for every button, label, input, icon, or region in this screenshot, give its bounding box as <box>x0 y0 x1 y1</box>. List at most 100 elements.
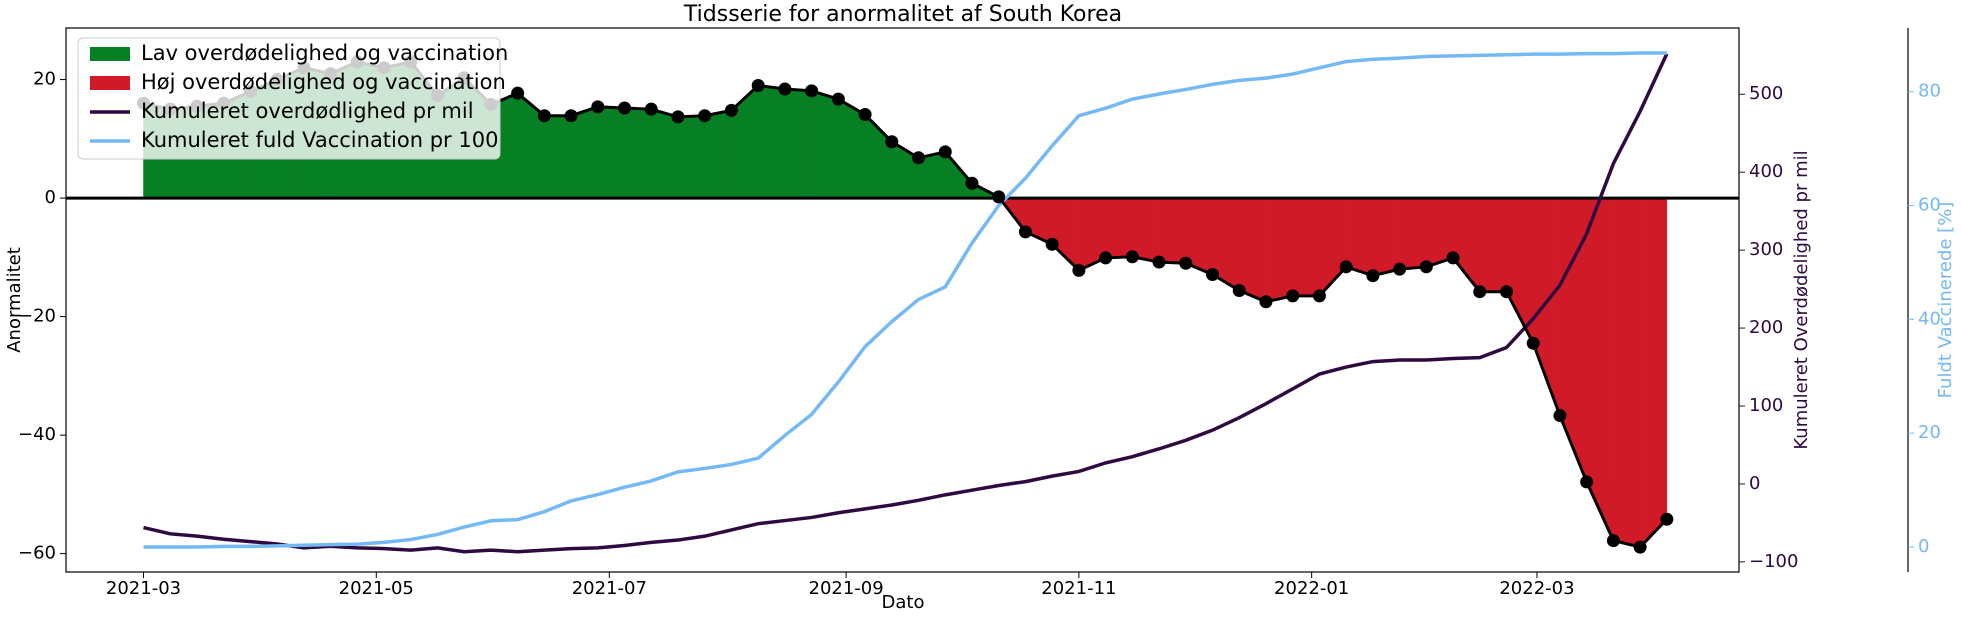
area-segment <box>597 106 625 199</box>
area-segment <box>704 110 732 199</box>
area-segment <box>811 90 839 199</box>
anomaly-point <box>831 92 845 106</box>
anomaly-point <box>1072 263 1086 277</box>
anomaly-point <box>644 102 658 116</box>
y3-tick-label: 0 <box>1918 536 1929 557</box>
anomaly-point <box>1125 250 1139 264</box>
legend-label: Lav overdødelighed og vaccination <box>141 41 508 65</box>
x-tick-label: 2021-07 <box>572 578 647 599</box>
anomaly-point <box>591 100 605 114</box>
area-segment <box>1399 197 1427 270</box>
y-tick-label: 20 <box>33 69 56 90</box>
y2-tick-label: 100 <box>1749 395 1783 416</box>
y3-axis-label: Fuldt Vaccinerede [%] <box>1935 202 1956 399</box>
y-tick-label: −20 <box>18 306 56 327</box>
anomaly-point <box>1259 295 1273 309</box>
series-line <box>143 52 1669 554</box>
legend-box <box>77 37 501 160</box>
anomaly-point <box>1446 251 1460 265</box>
area-segment <box>1158 197 1187 264</box>
anomaly-point <box>671 110 685 124</box>
x-tick-label: 2021-09 <box>809 578 884 599</box>
area-segment <box>1105 197 1133 259</box>
anomaly-point <box>1206 268 1220 282</box>
anomaly-point <box>511 86 525 100</box>
x-tick-label: 2021-11 <box>1041 578 1116 599</box>
anomaly-point <box>1633 540 1647 554</box>
anomaly-point <box>938 145 952 159</box>
y2-tick-label: 300 <box>1749 239 1783 260</box>
legend-swatch <box>90 47 130 61</box>
anomaly-point <box>1366 269 1380 283</box>
area-segment <box>1051 197 1080 271</box>
anomaly-point <box>1499 285 1513 299</box>
anomaly-point <box>912 151 926 165</box>
area-segment <box>1372 197 1400 277</box>
anomaly-point <box>1099 251 1113 265</box>
legend: Lav overdødelighed og vaccination Høj ove… <box>77 37 508 160</box>
y2-tick-label: 200 <box>1749 317 1783 338</box>
area-segment <box>1452 197 1481 293</box>
x-tick-label: 2022-01 <box>1274 578 1349 599</box>
legend-label: Kumuleret overdødlighed pr mil <box>141 99 474 123</box>
y3-tick-label: 20 <box>1918 422 1941 443</box>
y-tick-label: 0 <box>45 187 56 208</box>
legend-label: Kumuleret fuld Vaccination pr 100 <box>141 128 498 152</box>
anomaly-point <box>1232 284 1246 298</box>
area-segment <box>731 84 759 199</box>
y2-tick-label: 400 <box>1749 161 1783 182</box>
y2-tick-label: −100 <box>1749 551 1798 572</box>
area-segment <box>544 115 572 199</box>
anomaly-point <box>1152 255 1166 269</box>
area-segment <box>517 92 545 199</box>
anomaly-point <box>858 108 872 122</box>
anomaly-point <box>1606 534 1620 548</box>
anomaly-point <box>1179 256 1193 270</box>
anomaly-point <box>1580 475 1594 489</box>
x-axis-label: Dato <box>882 592 925 613</box>
chart-title: Tidsserie for anormalitet af South Korea <box>683 2 1122 27</box>
anomaly-point <box>885 135 899 149</box>
legend-label: Høj overdødelighed og vaccination <box>141 70 506 94</box>
plot-frame <box>65 27 1740 573</box>
legend-swatch <box>90 76 130 90</box>
anomaly-point <box>1312 289 1326 303</box>
anomaly-point <box>1286 289 1300 303</box>
x-tick-label: 2021-05 <box>339 578 414 599</box>
y-tick-label: −40 <box>18 424 56 445</box>
anomaly-point <box>724 103 738 117</box>
anomaly-point <box>751 78 765 92</box>
x-tick-label: 2021-03 <box>106 578 181 599</box>
anomaly-point <box>778 82 792 96</box>
anomaly-point <box>1660 512 1674 526</box>
anomaly-point <box>992 190 1006 204</box>
anomaly-point <box>537 109 551 123</box>
area-segment <box>651 108 679 199</box>
anomaly-point <box>1393 262 1407 276</box>
y-tick-label: −60 <box>18 543 56 564</box>
area-segment <box>624 107 652 199</box>
anomaly-point <box>1526 336 1540 350</box>
anomaly-point <box>618 101 632 115</box>
area-segment <box>1613 197 1641 548</box>
y2-tick-label: 0 <box>1749 473 1760 494</box>
area-segment <box>784 88 812 199</box>
anomaly-point <box>1419 260 1433 274</box>
area-segment <box>1639 197 1668 548</box>
y3-tick-label: 60 <box>1918 195 1941 216</box>
area-segment <box>1292 197 1320 297</box>
y2-axis-label: Kumuleret Overdødelighed pr mil <box>1791 150 1812 449</box>
series-line <box>143 51 1667 549</box>
anomaly-point <box>1339 260 1353 274</box>
anomaly-point <box>1045 237 1059 251</box>
x-tick-label: 2022-03 <box>1499 578 1574 599</box>
y2-tick-label: 500 <box>1749 83 1783 104</box>
area-segment <box>757 85 786 199</box>
anomaly-point <box>965 176 979 190</box>
area-segment <box>1479 197 1507 292</box>
y3-tick-label: 80 <box>1918 81 1941 102</box>
area-segment <box>677 115 705 199</box>
anomaly-point <box>564 109 578 123</box>
y-axis-label: Anormalitet <box>4 247 25 353</box>
